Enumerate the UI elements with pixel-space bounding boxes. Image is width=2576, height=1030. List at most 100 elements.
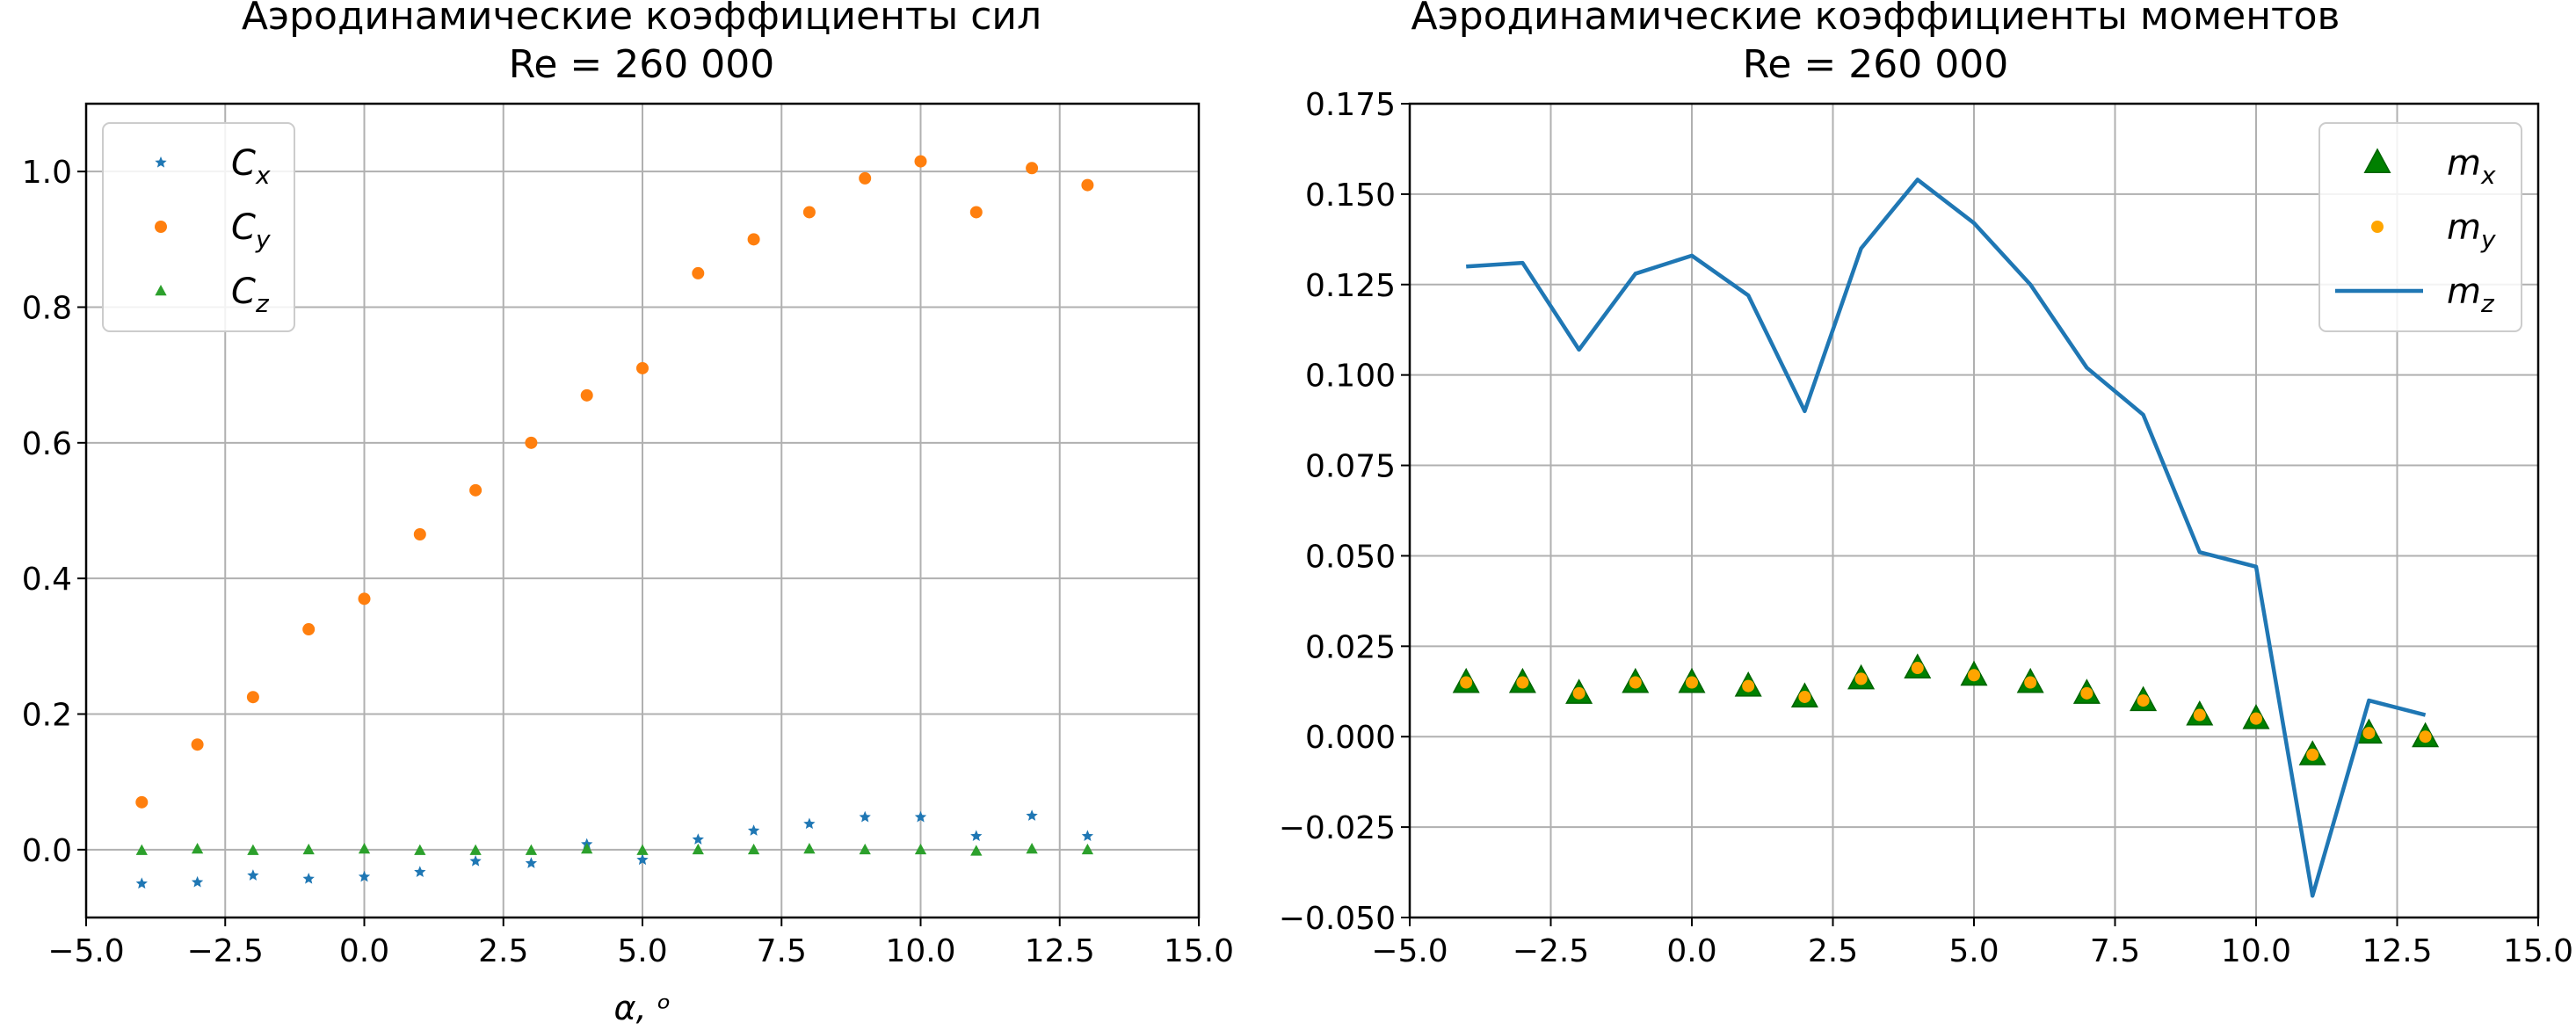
- series-Cz-point: [970, 845, 983, 856]
- series-Cy-point: [969, 206, 983, 219]
- y-tick-label: 0.025: [1305, 629, 1396, 665]
- legend-label-subscript: x: [255, 161, 271, 190]
- series-my-point: [1911, 662, 1924, 675]
- series-Cx-point: [859, 810, 871, 823]
- x-tick-label: 12.5: [1025, 933, 1095, 969]
- series-Cx-point: [747, 824, 760, 836]
- moments-chart: Аэродинамические коэффициенты моментов R…: [1279, 0, 2573, 969]
- series-Cy-point: [525, 436, 538, 449]
- legend-box: [2318, 122, 2522, 332]
- series-Cz-point: [414, 844, 426, 855]
- moments-chart-marks: [1452, 178, 2440, 898]
- x-tick-label: 0.0: [1666, 933, 1716, 969]
- x-tick-label: 15.0: [1164, 933, 1234, 969]
- series-my-point: [1572, 686, 1586, 700]
- x-tick-label: 7.5: [2090, 933, 2140, 969]
- x-tick-label: 2.5: [478, 933, 528, 969]
- series-Cz-point: [859, 843, 871, 855]
- legend-label-subscript: y: [255, 225, 271, 254]
- y-tick-label: 0.050: [1305, 539, 1396, 575]
- series-Cy-point: [469, 483, 483, 497]
- forces-chart-y-axis: 0.0 0.2 0.4 0.6 0.8 1.0: [22, 155, 86, 869]
- series-Cy-point: [191, 738, 204, 751]
- y-tick-label: 0.100: [1305, 359, 1396, 395]
- series-mz-line: [1466, 178, 2427, 898]
- series-my-point: [1798, 690, 1811, 703]
- y-tick-label: 0.4: [22, 562, 72, 598]
- series-Cx-point: [803, 817, 816, 830]
- legend-handle-Cy: [155, 221, 167, 233]
- y-tick-label: −0.025: [1279, 810, 1396, 846]
- moments-chart-title: Аэродинамические коэффициенты моментов: [1411, 0, 2340, 39]
- series-Cz-point: [803, 843, 816, 854]
- legend-handle-Cz: [155, 285, 167, 296]
- series-Cy-point: [636, 361, 649, 374]
- y-tick-label: 0.2: [22, 698, 72, 734]
- forces-chart-x-axis: −5.0 −2.5 0.0 2.5 5.0 7.5 10.0 12.5 15.0: [47, 918, 1234, 969]
- legend-label-subscript: z: [255, 289, 270, 318]
- series-Cy-point: [1026, 162, 1039, 175]
- series-Cx-point: [525, 857, 538, 868]
- y-tick-label: −0.050: [1279, 901, 1396, 937]
- series-Cx-point: [302, 873, 315, 884]
- series-Cx-point: [692, 833, 704, 845]
- series-Cx-point: [135, 877, 148, 889]
- series-my-point: [2024, 676, 2037, 689]
- forces-chart-title: Аэродинамические коэффициенты сил: [242, 0, 1041, 39]
- series-my-point: [1460, 676, 1473, 689]
- series-my-point: [1629, 676, 1642, 689]
- series-Cy-point: [1081, 178, 1094, 192]
- x-tick-label: −5.0: [1371, 933, 1448, 969]
- moments-chart-y-axis: −0.050 −0.025 0.000 0.025 0.050 0.075 0.100 0.1…: [1279, 87, 1410, 937]
- series-my-point: [2362, 727, 2376, 740]
- moments-chart-subtitle: Re = 260 000: [1743, 42, 2008, 87]
- series-Cz-point: [636, 844, 649, 855]
- series-my-point: [1968, 669, 1980, 682]
- y-tick-label: 0.0: [22, 833, 72, 869]
- series-Cy-point: [747, 233, 760, 246]
- series-Cx-point: [1081, 830, 1094, 842]
- series-Cz-point: [692, 843, 704, 855]
- x-tick-label: −2.5: [1513, 933, 1589, 969]
- series-Cz-point: [302, 843, 315, 855]
- x-tick-label: 5.0: [1948, 933, 1999, 969]
- series-Cy-point: [246, 691, 259, 704]
- series-Cx-point: [914, 810, 927, 823]
- series-Cz-point: [135, 844, 148, 855]
- moments-chart-x-axis: −5.0 −2.5 0.0 2.5 5.0 7.5 10.0 12.5 15.0: [1371, 918, 2573, 969]
- series-Cy-point: [580, 388, 593, 402]
- legend-label-subscript: x: [2480, 161, 2496, 190]
- series-Cy-point: [802, 206, 816, 219]
- series-Cx-point: [1026, 809, 1038, 821]
- series-Cz-point: [469, 844, 482, 855]
- series-Cz-point: [747, 843, 760, 855]
- x-tick-label: 5.0: [617, 933, 667, 969]
- series-Cz-point: [581, 843, 593, 854]
- legend-handle-Cx: [155, 156, 167, 168]
- series-my-point: [1686, 676, 1698, 689]
- y-tick-label: 0.125: [1305, 268, 1396, 304]
- series-Cz-point: [1081, 843, 1094, 855]
- series-Cy-point: [358, 592, 371, 606]
- series-my-point: [2306, 748, 2319, 761]
- legend-label-mx: mx: [2447, 143, 2496, 190]
- series-Cy-point: [135, 795, 149, 809]
- series-my-point: [2080, 686, 2093, 700]
- series-Cy-point: [914, 155, 927, 168]
- series-Cy-point: [692, 266, 705, 279]
- x-tick-label: 12.5: [2362, 933, 2432, 969]
- series-Cx-point: [191, 875, 204, 888]
- y-tick-label: 0.075: [1305, 449, 1396, 485]
- series-my-point: [2419, 730, 2432, 743]
- forces-chart-x-axis-label: α, ᵒ: [614, 989, 671, 1027]
- series-Cz-point: [914, 843, 927, 855]
- y-tick-label: 0.175: [1305, 87, 1396, 123]
- series-my-point: [1854, 672, 1868, 685]
- series-my-point: [1742, 679, 1755, 693]
- x-tick-label: 7.5: [757, 933, 807, 969]
- forces-chart: Аэродинамические коэффициенты сил Re = 2…: [22, 0, 1234, 1027]
- forces-chart-subtitle: Re = 260 000: [509, 42, 774, 87]
